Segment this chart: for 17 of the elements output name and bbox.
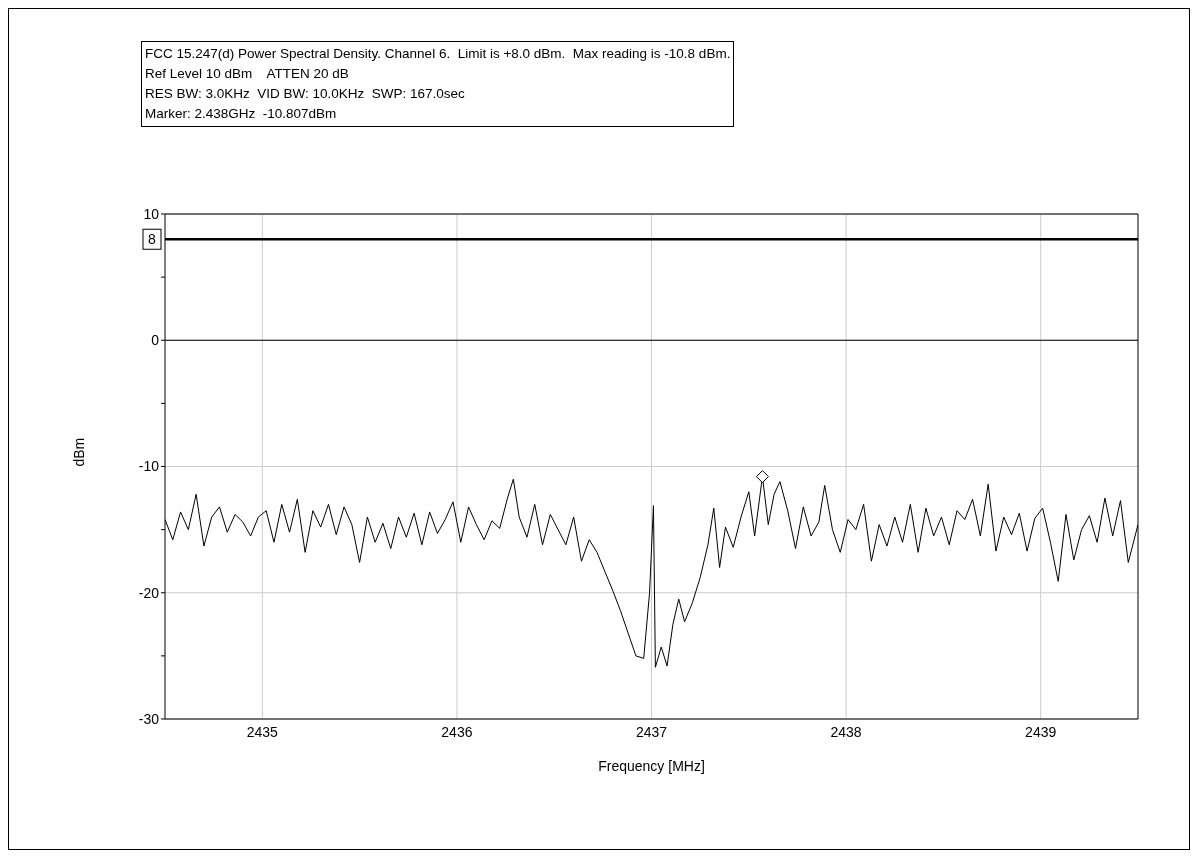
- x-tick-label: 2435: [246, 723, 279, 740]
- ref-line-label: 8: [148, 231, 157, 248]
- x-tick-label: 2439: [1025, 723, 1057, 740]
- x-tick-label: 2436: [441, 723, 473, 740]
- text: Ref Level 10 dBm ATTEN 20 dB: [145, 65, 350, 83]
- y-tick-label: -20: [138, 584, 160, 601]
- y-tick-label: 10: [143, 205, 160, 222]
- text: FCC 15.247(d) Power Spectral Density. Channel 6. Limit is +8.0 dBm. Max reading is -10.8 dBm.: [145, 45, 731, 63]
- y-tick-label: 0: [151, 332, 160, 349]
- y-tick-label: -10: [138, 458, 160, 475]
- x-axis-title: Frequency [MHz]: [598, 758, 705, 774]
- y-tick-label: -30: [138, 710, 160, 727]
- x-tick-label: 2438: [830, 723, 862, 740]
- text: RES BW: 3.0KHz VID BW: 10.0KHz SWP: 167.0sec: [145, 85, 466, 103]
- text: Marker: 2.438GHz -10.807dBm: [145, 105, 338, 123]
- x-tick-label: 2437: [635, 723, 668, 740]
- y-axis-title: dBm: [70, 437, 87, 467]
